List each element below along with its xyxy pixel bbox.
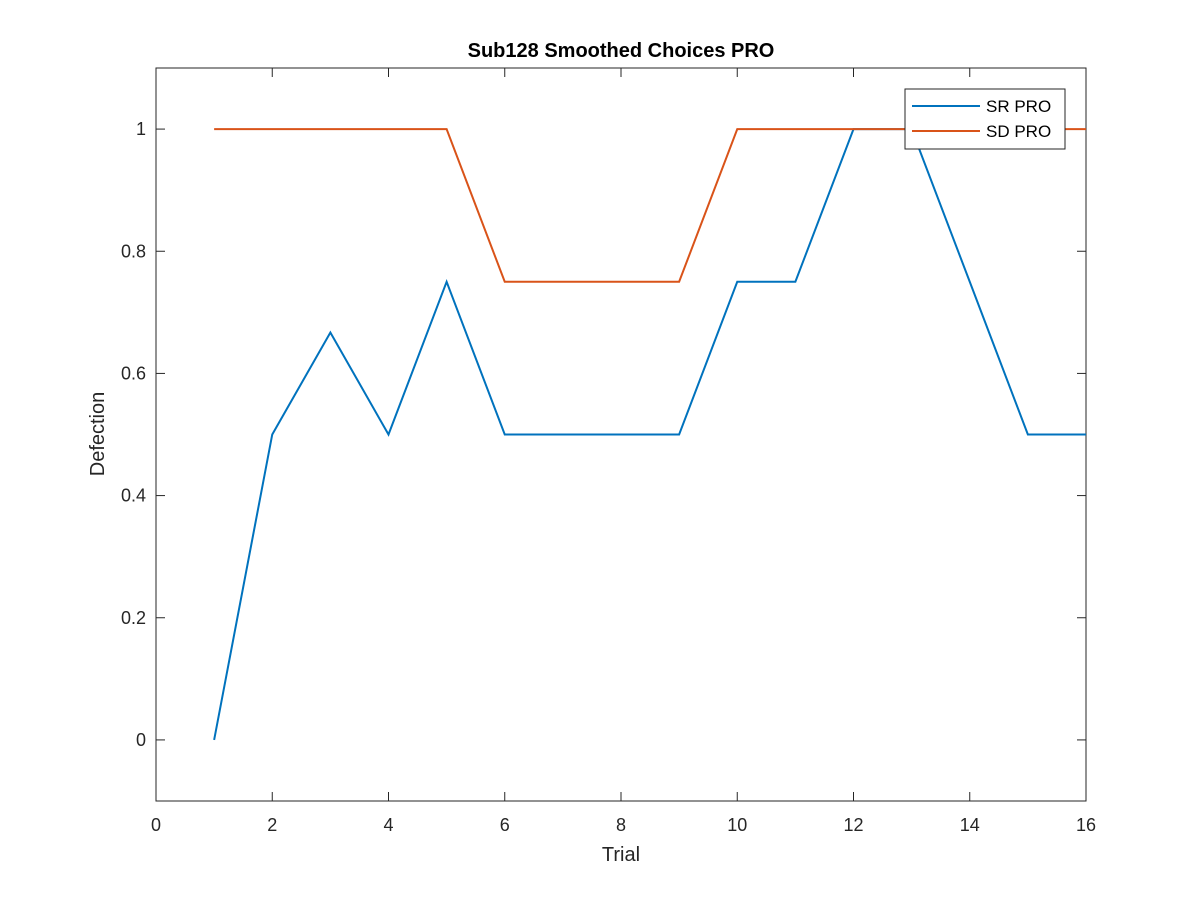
x-tick-label: 2 (267, 815, 277, 835)
y-tick-label: 0.2 (121, 608, 146, 628)
x-tick-label: 8 (616, 815, 626, 835)
y-tick-label: 0 (136, 730, 146, 750)
x-tick-label: 14 (960, 815, 980, 835)
series-line-sr-pro (213, 128, 1086, 741)
axis-ticks (155, 68, 1087, 801)
y-tick-label: 0.4 (121, 486, 146, 506)
legend-box (904, 88, 1066, 150)
y-tick-label: 0.6 (121, 363, 146, 383)
x-tick-label: 10 (727, 815, 747, 835)
x-tick-label: 6 (500, 815, 510, 835)
legend: SR PRO SD PRO (904, 88, 1066, 150)
x-axis-label: Trial (602, 844, 640, 866)
plot-axes: 0 2 4 6 8 10 12 14 16 0 0.2 0.4 0.6 0.8 1 (121, 67, 1096, 835)
x-tick-label: 4 (383, 815, 393, 835)
x-tick-label: 12 (843, 815, 863, 835)
x-tick-label: 0 (151, 815, 161, 835)
axis-tick-labels: 0 2 4 6 8 10 12 14 16 0 0.2 0.4 0.6 0.8 1 (121, 119, 1096, 835)
x-tick-label: 16 (1076, 815, 1096, 835)
y-axis-label: Defection (87, 392, 109, 477)
legend-label-sr-pro: SR PRO (986, 97, 1051, 116)
y-tick-label: 1 (136, 119, 146, 139)
legend-label-sd-pro: SD PRO (986, 122, 1051, 141)
y-tick-label: 0.8 (121, 241, 146, 261)
chart-title: Sub128 Smoothed Choices PRO (468, 40, 775, 62)
